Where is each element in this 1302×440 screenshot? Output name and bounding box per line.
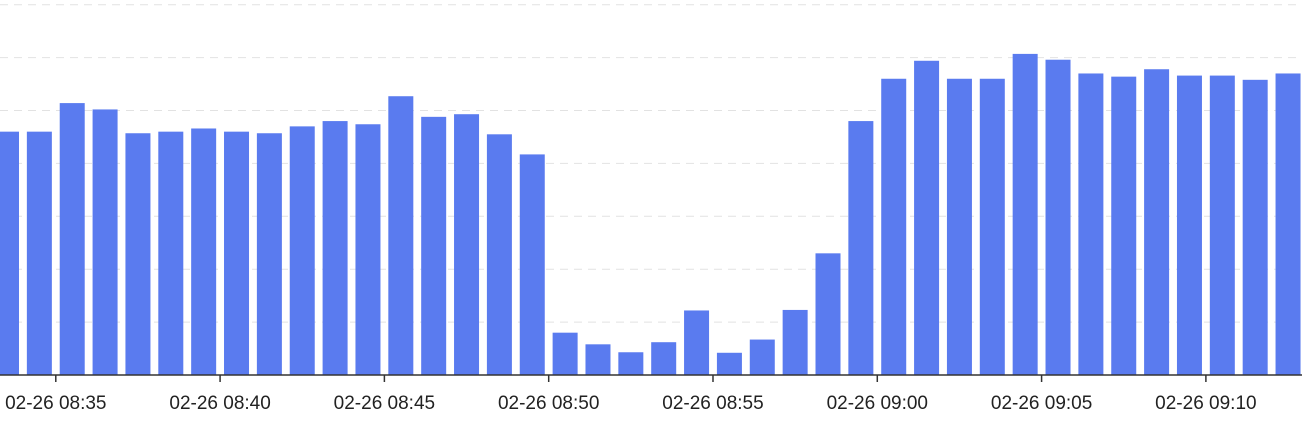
x-tick-label: 02-26 08:40	[169, 393, 270, 414]
bar-08:38	[158, 131, 184, 375]
bar-08:35	[59, 103, 85, 376]
bar-08:48	[486, 134, 512, 375]
bar-08:59	[848, 121, 874, 375]
bar-08:52	[618, 352, 644, 375]
bar-08:49	[519, 154, 545, 375]
x-tick-label: 02-26 09:05	[991, 393, 1092, 414]
bar-09:04	[1012, 53, 1038, 375]
bar-09:07	[1111, 76, 1137, 376]
bar-08:45	[388, 96, 414, 375]
bar-09:11	[1242, 79, 1268, 376]
bar-08:36	[92, 109, 118, 375]
x-tick-label: 02-26 09:00	[827, 393, 928, 414]
bar-09:02	[946, 78, 972, 375]
bar-08:53	[651, 342, 677, 375]
x-axis-ticks: 02-26 08:35 02-26 08:40 02-26 08:45 02-26 0…	[5, 375, 1257, 414]
bar-08:43	[322, 121, 348, 375]
x-tick-label: 02-26 08:55	[662, 393, 763, 414]
bar-08:41	[256, 133, 282, 375]
bar-09:06	[1078, 73, 1104, 375]
x-tick-label: 02-26 08:50	[498, 393, 599, 414]
bar-08:33	[0, 131, 19, 375]
bar-08:39	[191, 128, 217, 375]
bar-09:12	[1275, 73, 1301, 375]
bar-08:57	[782, 309, 808, 375]
bar-08:51	[585, 344, 611, 375]
bar-09:05	[1045, 59, 1071, 375]
grid-lines	[0, 4, 1302, 323]
bar-09:08	[1144, 69, 1170, 375]
bar-09:10	[1209, 75, 1235, 375]
bar-09:00	[881, 78, 907, 375]
bar-08:34	[26, 131, 52, 375]
x-tick-label: 02-26 08:35	[5, 393, 106, 414]
x-tick-label: 02-26 09:10	[1155, 393, 1256, 414]
bar-08:56	[749, 339, 775, 375]
x-tick-label: 02-26 08:45	[334, 393, 435, 414]
bar-09:03	[979, 78, 1005, 375]
bar-08:54	[684, 310, 710, 375]
bars	[0, 53, 1301, 376]
bar-08:44	[355, 124, 381, 375]
bar-09:01	[914, 60, 940, 376]
bar-08:42	[289, 126, 315, 376]
bar-08:47	[454, 114, 480, 375]
bar-08:46	[421, 116, 447, 376]
bar-08:50	[552, 332, 578, 375]
bar-08:40	[224, 131, 250, 375]
bar-09:09	[1176, 75, 1202, 375]
bar-08:37	[125, 133, 151, 375]
bar-08:55	[716, 352, 742, 375]
bar-08:58	[815, 253, 841, 375]
